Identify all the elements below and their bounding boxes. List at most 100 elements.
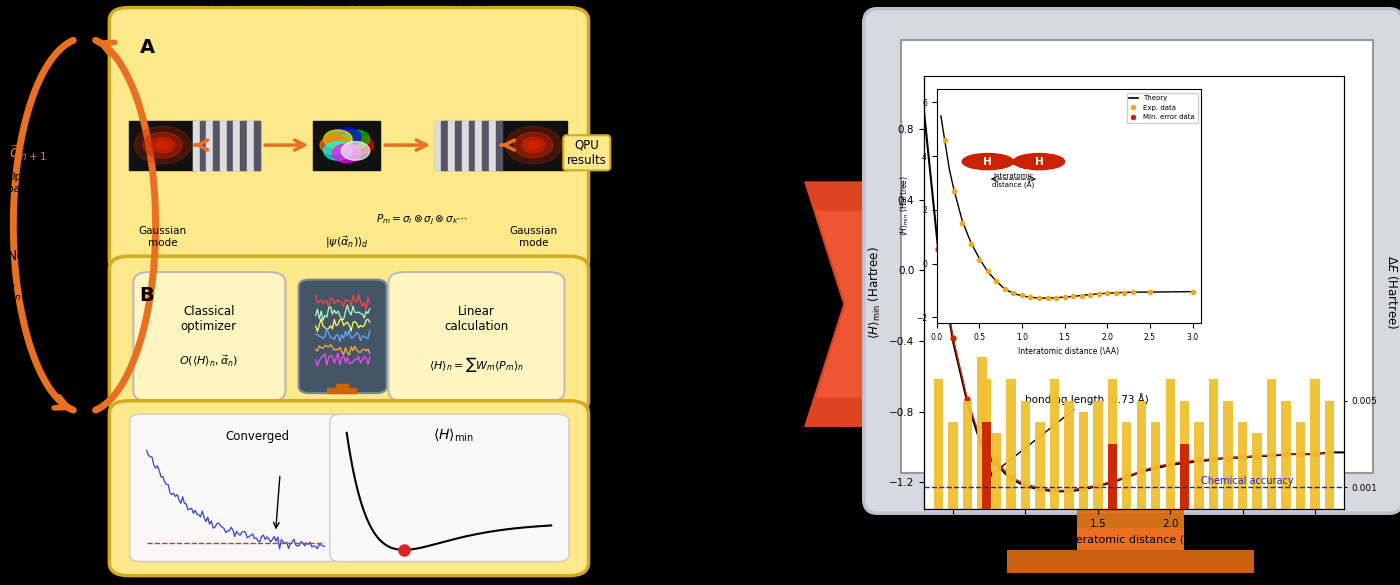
Text: Converged: Converged bbox=[225, 430, 290, 443]
Text: $\langle H\rangle_n = \sum W_m\langle P_m\rangle_n$: $\langle H\rangle_n = \sum W_m\langle P_… bbox=[428, 355, 524, 374]
Bar bbox=[963, 401, 972, 509]
FancyBboxPatch shape bbox=[298, 280, 386, 393]
Bar bbox=[1281, 401, 1291, 509]
FancyBboxPatch shape bbox=[109, 401, 588, 576]
Text: Linear
calculation: Linear calculation bbox=[444, 305, 508, 333]
Bar bbox=[441, 121, 448, 170]
Text: bonding length (0.73 Å): bonding length (0.73 Å) bbox=[990, 393, 1149, 476]
Circle shape bbox=[342, 142, 370, 160]
Bar bbox=[206, 121, 213, 170]
Bar bbox=[1077, 490, 1184, 567]
Bar bbox=[1267, 379, 1277, 509]
Text: B: B bbox=[140, 286, 154, 305]
Bar bbox=[1107, 379, 1117, 509]
Circle shape bbox=[151, 137, 174, 153]
Bar bbox=[462, 121, 469, 170]
Bar bbox=[489, 121, 496, 170]
Bar bbox=[314, 121, 381, 170]
Circle shape bbox=[323, 142, 353, 160]
Bar bbox=[948, 422, 958, 509]
Bar bbox=[1324, 401, 1334, 509]
Bar bbox=[902, 40, 1373, 473]
FancyBboxPatch shape bbox=[330, 414, 568, 562]
Circle shape bbox=[522, 137, 545, 153]
Bar bbox=[1078, 412, 1088, 509]
FancyBboxPatch shape bbox=[130, 414, 342, 562]
Bar bbox=[1180, 401, 1190, 509]
Bar bbox=[336, 384, 347, 390]
Bar bbox=[193, 121, 260, 170]
Text: $\vec{\alpha}_{n+1}$: $\vec{\alpha}_{n+1}$ bbox=[8, 142, 46, 163]
Text: A: A bbox=[140, 37, 154, 57]
Bar bbox=[981, 379, 991, 509]
Polygon shape bbox=[816, 211, 903, 398]
Bar bbox=[1194, 422, 1204, 509]
Bar bbox=[496, 121, 503, 170]
Bar bbox=[991, 433, 1001, 509]
Circle shape bbox=[143, 132, 182, 158]
Bar bbox=[1310, 379, 1320, 509]
Text: $|\psi(\vec{\alpha}_n)\rangle_d$: $|\psi(\vec{\alpha}_n)\rangle_d$ bbox=[325, 235, 368, 250]
Bar bbox=[241, 121, 246, 170]
Text: $P_m = \sigma_i \otimes \sigma_j \otimes \sigma_k \cdots$: $P_m = \sigma_i \otimes \sigma_j \otimes… bbox=[377, 213, 468, 227]
Bar bbox=[981, 422, 991, 509]
FancyBboxPatch shape bbox=[133, 272, 286, 401]
Text: QPU
results: QPU results bbox=[567, 139, 606, 167]
Bar bbox=[1296, 422, 1305, 509]
Bar bbox=[1151, 422, 1161, 509]
Circle shape bbox=[323, 130, 353, 149]
Circle shape bbox=[514, 132, 553, 158]
Bar bbox=[455, 121, 462, 170]
Bar bbox=[1253, 433, 1261, 509]
Circle shape bbox=[342, 130, 370, 149]
Bar bbox=[448, 121, 455, 170]
Circle shape bbox=[505, 126, 561, 164]
Bar bbox=[1210, 379, 1218, 509]
Text: Updated
parameter: Updated parameter bbox=[7, 172, 62, 194]
Bar bbox=[1238, 422, 1247, 509]
Text: Chemical accuracy: Chemical accuracy bbox=[1201, 476, 1294, 486]
Bar bbox=[246, 121, 253, 170]
Bar bbox=[234, 121, 241, 170]
Bar bbox=[500, 121, 567, 170]
Text: $|\vec{\Delta}_n|^2 < \epsilon$?: $|\vec{\Delta}_n|^2 < \epsilon$? bbox=[1, 284, 60, 303]
Bar bbox=[129, 121, 196, 170]
Circle shape bbox=[332, 144, 361, 163]
Bar bbox=[1035, 422, 1044, 509]
FancyBboxPatch shape bbox=[388, 272, 564, 401]
Bar bbox=[1021, 401, 1030, 509]
Bar bbox=[1121, 422, 1131, 509]
X-axis label: Interatomic distance (\AA): Interatomic distance (\AA) bbox=[1061, 534, 1207, 544]
Bar bbox=[328, 388, 357, 393]
Text: $O(\langle H\rangle_n, \vec{\alpha}_n)$: $O(\langle H\rangle_n, \vec{\alpha}_n)$ bbox=[179, 354, 238, 369]
FancyBboxPatch shape bbox=[109, 256, 588, 414]
Bar bbox=[469, 121, 475, 170]
Text: $\langle H\rangle_{\rm min}$: $\langle H\rangle_{\rm min}$ bbox=[433, 427, 473, 445]
Bar bbox=[1064, 401, 1074, 509]
Bar bbox=[934, 379, 944, 509]
Text: SLM2: SLM2 bbox=[452, 0, 486, 9]
Polygon shape bbox=[804, 181, 917, 427]
Bar bbox=[200, 121, 206, 170]
Bar bbox=[1107, 444, 1117, 509]
FancyBboxPatch shape bbox=[109, 8, 588, 273]
Bar bbox=[1093, 401, 1103, 509]
Bar bbox=[1180, 444, 1190, 509]
Circle shape bbox=[157, 141, 169, 149]
Text: SLM1: SLM1 bbox=[203, 0, 237, 9]
Bar bbox=[1077, 513, 1184, 528]
Text: ansatz state: ansatz state bbox=[308, 0, 385, 9]
Circle shape bbox=[344, 136, 374, 154]
Bar bbox=[1050, 379, 1058, 509]
Bar bbox=[977, 357, 987, 509]
Bar bbox=[1007, 550, 1254, 573]
Bar bbox=[475, 121, 482, 170]
Y-axis label: $\langle H\rangle_{\rm min}$ (Hartree): $\langle H\rangle_{\rm min}$ (Hartree) bbox=[867, 246, 883, 339]
Bar bbox=[227, 121, 234, 170]
Bar bbox=[1224, 401, 1233, 509]
Bar bbox=[213, 121, 220, 170]
Bar bbox=[220, 121, 227, 170]
Circle shape bbox=[134, 126, 192, 164]
Bar bbox=[482, 121, 489, 170]
Y-axis label: $\Delta E$ (Hartree): $\Delta E$ (Hartree) bbox=[1385, 256, 1400, 329]
